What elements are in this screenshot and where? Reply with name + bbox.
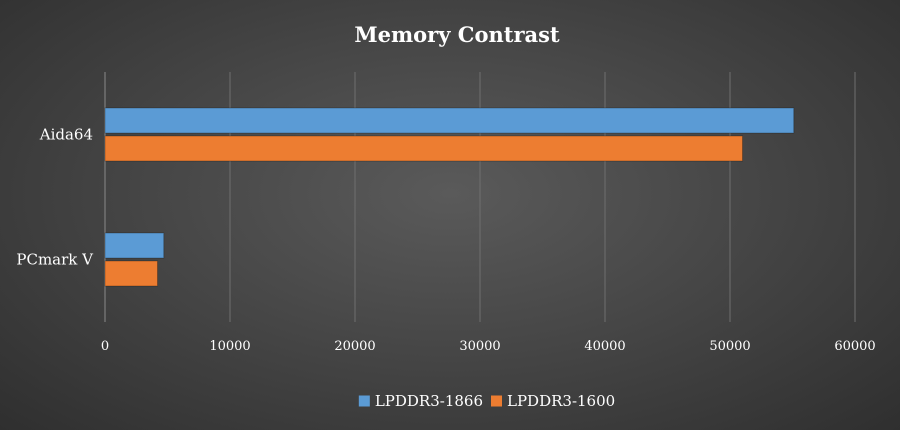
x-tick-label: 40000	[584, 339, 625, 354]
x-tick-label: 0	[101, 339, 109, 354]
bar-aida64-lpddr3-1866	[104, 107, 795, 134]
chart-title: Memory Contrast	[354, 22, 560, 47]
legend-swatch	[358, 395, 370, 407]
x-tick-label: 50000	[709, 339, 750, 354]
bar-aida64-lpddr3-1600	[104, 135, 743, 162]
x-tick-label: 60000	[834, 339, 875, 354]
legend-label: LPDDR3-1600	[507, 392, 615, 410]
bar-pcmark-v-lpddr3-1866	[104, 232, 165, 259]
bars	[104, 107, 795, 287]
x-tick-label: 20000	[334, 339, 375, 354]
legend-label: LPDDR3-1866	[375, 392, 483, 410]
category-labels: Aida64 PCmark V	[16, 126, 94, 269]
x-tick-label: 30000	[459, 339, 500, 354]
x-tick-labels: 0 10000 20000 30000 40000 50000 60000	[101, 339, 876, 354]
bar-pcmark-v-lpddr3-1600	[104, 260, 158, 287]
category-label: Aida64	[39, 126, 93, 144]
category-label: PCmark V	[16, 251, 94, 269]
legend: LPDDR3-1866 LPDDR3-1600	[358, 392, 615, 410]
x-tick-label: 10000	[209, 339, 250, 354]
legend-swatch	[491, 395, 502, 407]
